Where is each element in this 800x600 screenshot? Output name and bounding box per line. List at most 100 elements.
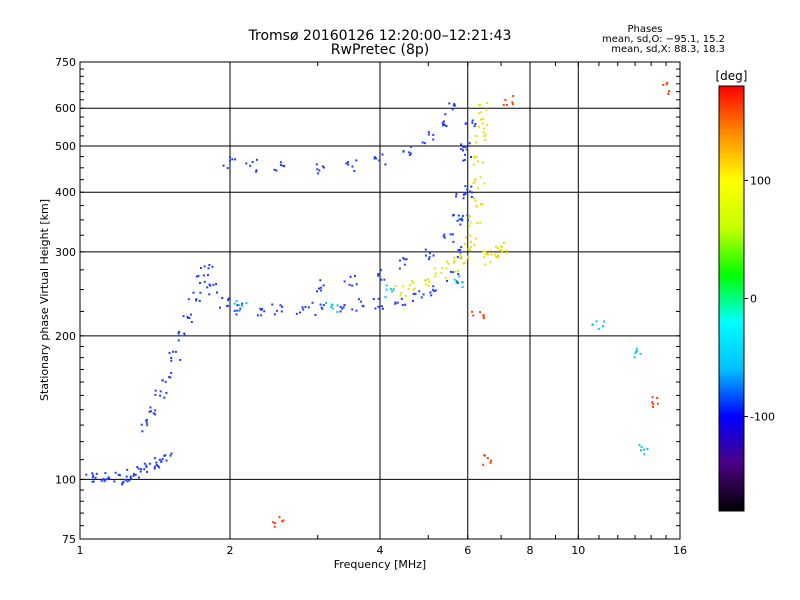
data-point xyxy=(470,185,473,188)
data-point xyxy=(479,104,482,107)
data-point xyxy=(161,379,164,382)
data-point xyxy=(251,161,254,164)
data-point xyxy=(209,284,212,287)
data-point xyxy=(169,454,172,457)
data-point xyxy=(511,101,514,104)
data-point xyxy=(208,283,211,286)
data-point xyxy=(485,108,488,111)
data-point xyxy=(635,350,638,353)
data-point xyxy=(134,473,137,476)
data-point xyxy=(603,320,606,323)
data-point xyxy=(199,266,202,269)
data-point xyxy=(482,131,485,134)
data-point xyxy=(384,296,387,299)
data-point xyxy=(178,330,181,333)
data-point xyxy=(236,309,239,312)
data-point xyxy=(420,296,423,299)
data-point xyxy=(481,203,484,206)
data-point xyxy=(433,290,436,293)
data-point xyxy=(453,256,456,259)
data-point xyxy=(401,285,404,288)
data-point xyxy=(469,190,472,193)
data-point xyxy=(271,303,274,306)
data-point xyxy=(432,288,435,291)
data-point xyxy=(427,133,430,136)
data-point xyxy=(407,287,410,290)
data-point xyxy=(126,480,129,483)
data-point xyxy=(412,299,415,302)
data-point xyxy=(466,188,469,191)
data-point xyxy=(477,112,480,115)
data-point xyxy=(238,309,241,312)
data-point xyxy=(143,462,146,465)
data-point xyxy=(403,263,406,266)
data-point xyxy=(656,396,659,399)
data-point xyxy=(464,146,467,149)
data-point xyxy=(651,396,654,399)
data-point xyxy=(195,299,198,302)
data-point xyxy=(141,430,144,433)
data-point xyxy=(117,473,120,476)
data-point xyxy=(149,406,152,409)
data-point xyxy=(476,222,479,225)
colorbar-tick-label: 0 xyxy=(750,293,757,306)
data-point xyxy=(479,311,482,314)
data-point xyxy=(460,217,463,220)
data-point xyxy=(161,458,164,461)
data-point xyxy=(652,405,655,408)
data-point xyxy=(453,103,456,106)
y-tick-label: 400 xyxy=(55,186,76,199)
data-point xyxy=(446,279,449,282)
data-point xyxy=(427,258,430,261)
data-point xyxy=(460,255,463,258)
data-point xyxy=(198,299,201,302)
data-point xyxy=(449,270,452,273)
data-point xyxy=(474,237,477,240)
data-point xyxy=(330,305,333,308)
data-point xyxy=(469,234,472,237)
data-point xyxy=(428,252,431,255)
data-point xyxy=(121,483,124,486)
data-point xyxy=(502,242,505,245)
data-point xyxy=(106,477,109,480)
data-point xyxy=(153,467,156,470)
data-point xyxy=(405,258,408,261)
data-point xyxy=(490,253,493,256)
data-point xyxy=(260,308,263,311)
data-point xyxy=(456,255,459,258)
x-tick-label: 1 xyxy=(77,544,84,557)
data-point xyxy=(233,302,236,305)
data-point xyxy=(169,376,172,379)
data-point xyxy=(157,464,160,467)
data-point xyxy=(457,214,460,217)
data-point xyxy=(299,311,302,314)
data-point xyxy=(640,445,643,448)
data-point xyxy=(351,165,354,168)
data-point xyxy=(475,141,478,144)
data-point xyxy=(158,466,161,469)
data-point xyxy=(479,221,482,224)
data-point xyxy=(353,170,356,173)
data-point xyxy=(280,310,283,313)
data-point xyxy=(231,158,234,161)
y-tick-label: 750 xyxy=(55,56,76,69)
data-point xyxy=(451,108,454,111)
x-tick-label: 8 xyxy=(527,544,534,557)
data-point xyxy=(339,305,342,308)
data-point xyxy=(473,163,476,166)
data-point xyxy=(476,204,479,207)
data-point xyxy=(432,285,435,288)
data-point xyxy=(463,242,466,245)
data-point xyxy=(501,250,504,253)
data-point xyxy=(124,478,127,481)
data-point xyxy=(470,195,473,198)
data-point xyxy=(331,304,334,307)
data-point xyxy=(394,302,397,305)
data-point xyxy=(318,287,321,290)
data-point xyxy=(215,283,218,286)
data-point xyxy=(199,291,202,294)
data-point xyxy=(149,410,152,413)
data-point xyxy=(343,280,346,283)
data-point xyxy=(427,131,430,134)
data-point xyxy=(359,300,362,303)
